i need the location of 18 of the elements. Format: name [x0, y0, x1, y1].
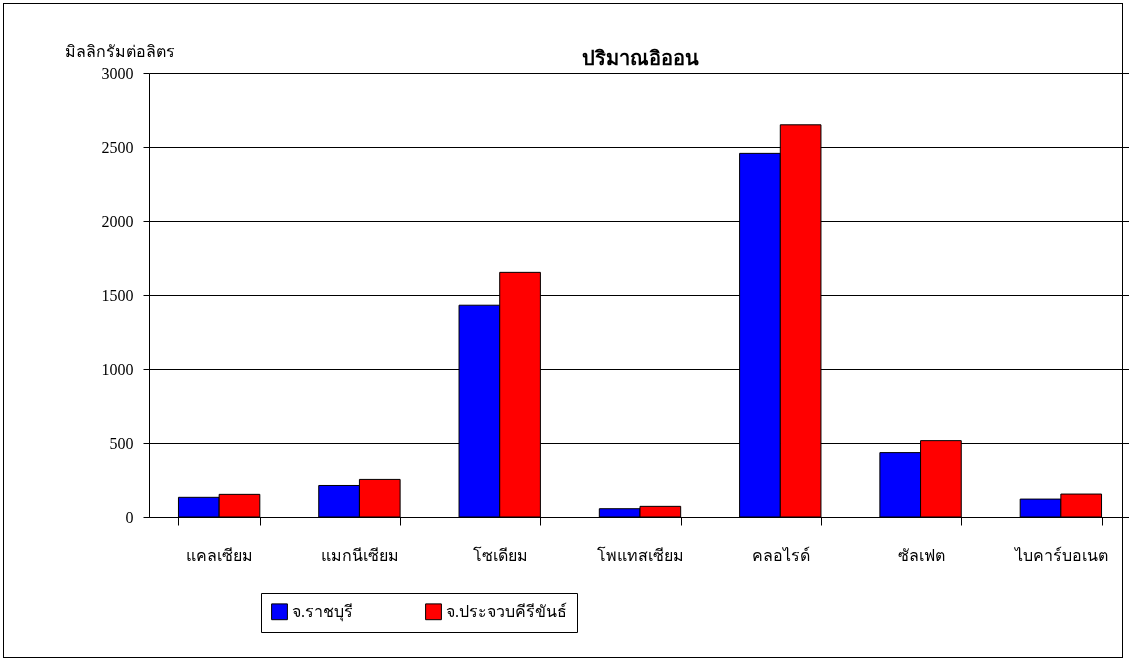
y-tick-label: 1000 — [101, 360, 134, 378]
y-tick-label: 2500 — [101, 138, 134, 156]
y-tick-label: 2000 — [101, 212, 134, 230]
x-tick-label: โพแทสเซียม — [597, 545, 684, 564]
x-tick-label: แคลเซียม — [186, 546, 254, 564]
legend-label: จ.ประจวบคีรีขันธ์ — [446, 601, 567, 620]
y-tick-label: 0 — [125, 508, 134, 526]
x-tick-label: ไบคาร์บอเนต — [1012, 545, 1108, 564]
y-tick-label: 1500 — [101, 286, 134, 304]
y-tick-label: 500 — [109, 434, 134, 452]
legend-label: จ.ราชบุรี — [292, 602, 353, 622]
x-tick-label: ซัลเฟต — [897, 546, 945, 564]
y-axis-title: มิลลิกรัมต่อลิตร — [64, 42, 175, 60]
x-tick-label: โซเดียม — [472, 545, 528, 564]
x-tick-label: คลอไรด์ — [751, 545, 810, 564]
chart-title: ปริมาณอิออน — [581, 47, 699, 69]
x-tick-label: แมกนีเซียม — [320, 546, 399, 564]
y-tick-label: 3000 — [101, 64, 134, 82]
